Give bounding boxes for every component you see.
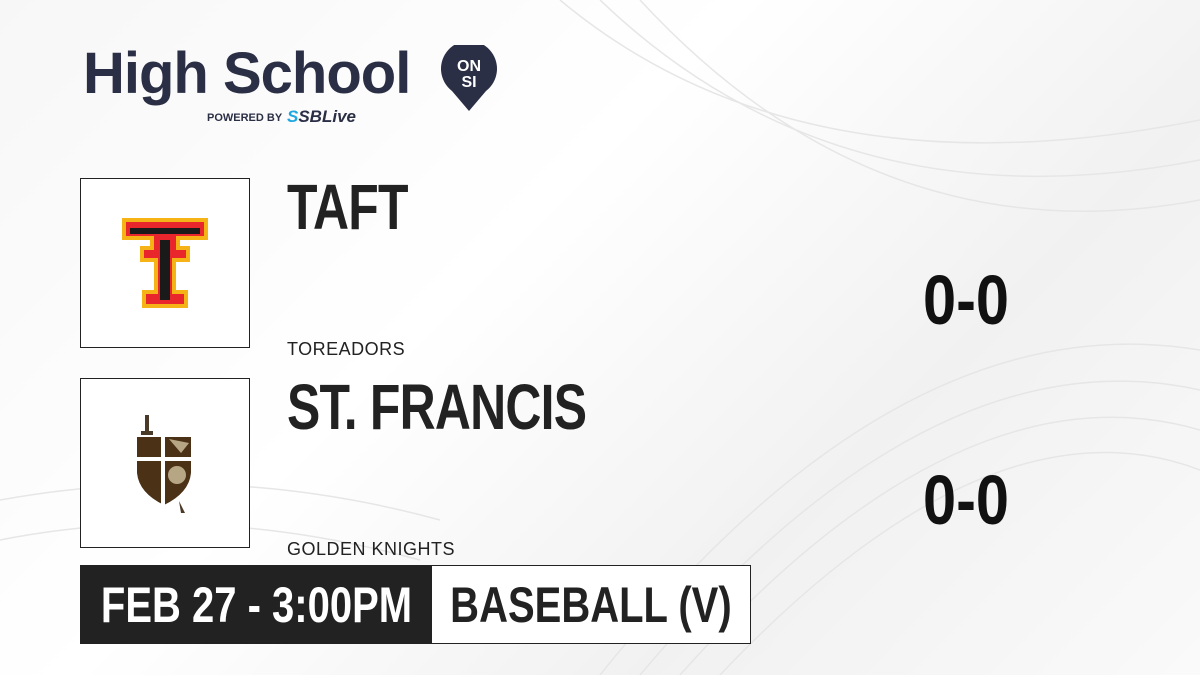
game-sport-panel: BASEBALL (V) — [432, 565, 751, 644]
double-t-logo-icon — [122, 217, 208, 308]
team-mascot: GOLDEN KNIGHTS — [287, 539, 456, 559]
game-sport: BASEBALL (V) — [450, 576, 732, 633]
team-mascot: TOREADORS — [287, 339, 406, 359]
team-name: ST. FRANCIS — [287, 371, 587, 443]
team-logo-st-francis — [80, 378, 250, 548]
team-score: 0-0 — [923, 261, 1009, 339]
team-score: 0-0 — [923, 461, 1009, 539]
game-datetime-panel: FEB 27 - 3:00PM — [80, 565, 432, 644]
brand-title: High School — [83, 41, 411, 106]
powered-by: POWERED BY — [207, 112, 283, 124]
game-datetime: FEB 27 - 3:00PM — [100, 576, 412, 633]
badge-top: ON — [457, 58, 481, 75]
on-si-pin-icon: ON SI — [441, 45, 497, 111]
team-name: TAFT — [287, 171, 408, 243]
sblive-text: SBLive — [298, 107, 356, 126]
team-logo-taft — [80, 178, 250, 348]
sblive-logo: SSBLive — [287, 107, 356, 127]
sblive-mark: S — [287, 107, 299, 126]
knight-shield-logo-icon — [137, 415, 191, 513]
badge-bottom: SI — [461, 74, 476, 91]
